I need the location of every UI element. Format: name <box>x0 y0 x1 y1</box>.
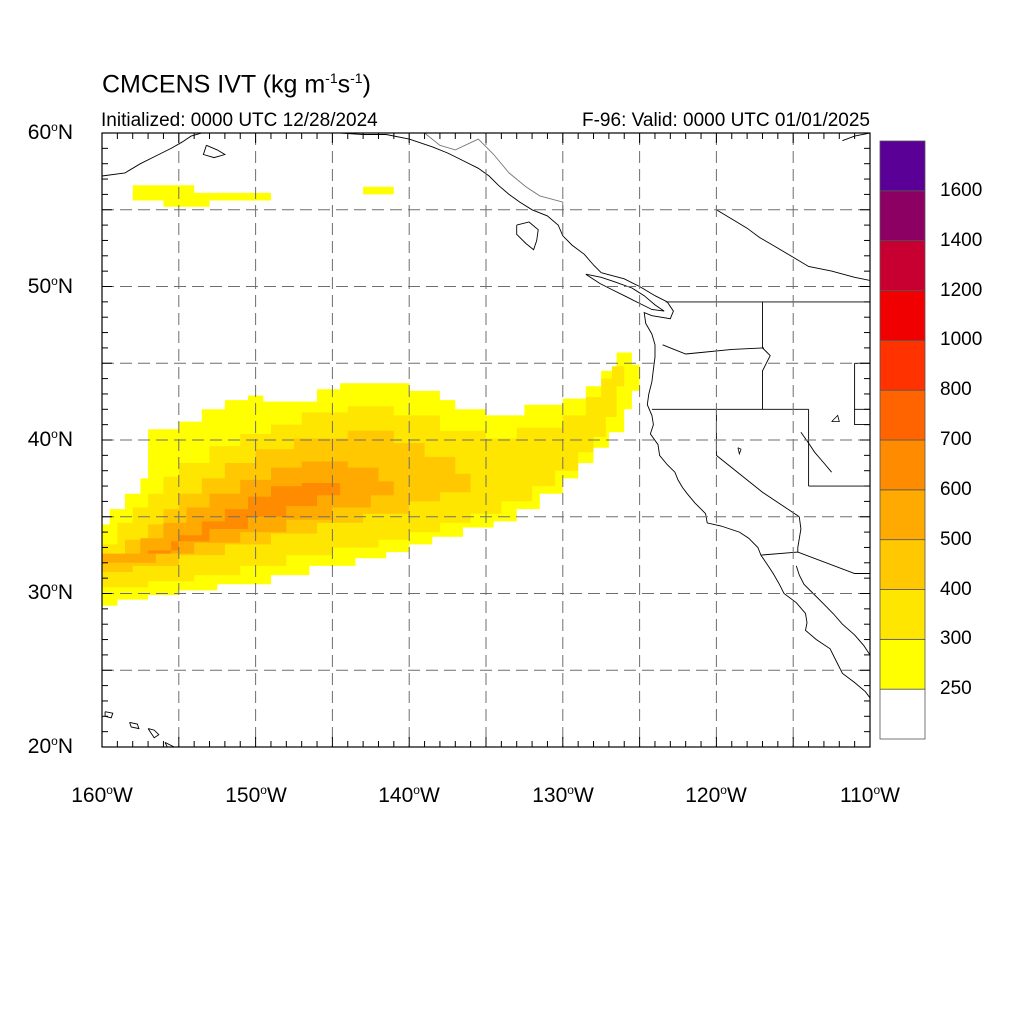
border-4 <box>662 344 765 355</box>
coastline-2 <box>286 133 602 274</box>
valid-time-subtitle: F-96: Valid: 0000 UTC 01/01/2025 <box>582 110 870 131</box>
border-12 <box>854 363 870 410</box>
colorbar-box-500 <box>879 489 926 541</box>
coastline-4 <box>585 273 665 312</box>
graticule-layer <box>102 133 870 747</box>
colorbar-box-600 <box>879 439 926 491</box>
lon-label-120w: 120oW <box>685 783 747 807</box>
ivt-plume-600-6 <box>148 483 341 554</box>
border-3 <box>762 301 771 410</box>
lat-label-30: 30oN <box>27 580 73 604</box>
coastline-13 <box>164 741 175 747</box>
border-13 <box>854 409 870 426</box>
colorbar-box-400 <box>879 539 926 590</box>
colorbar-label-500: 500 <box>940 528 972 550</box>
border-10 <box>760 551 870 574</box>
coastline-9 <box>800 432 832 473</box>
colorbar-label-400: 400 <box>940 578 972 600</box>
colorbar-box-700 <box>879 389 926 441</box>
coastline-6 <box>795 565 870 656</box>
lat-label-40: 40oN <box>27 427 73 451</box>
border-6 <box>715 409 800 518</box>
colorbar-box-1600 <box>879 140 926 192</box>
border-9 <box>797 516 802 553</box>
map-frame <box>101 132 871 748</box>
coastline-layer <box>102 133 870 747</box>
colorbar <box>879 140 926 740</box>
coastline-7 <box>842 133 870 142</box>
colorbar-label-800: 800 <box>940 379 972 401</box>
colorbar-box-1200 <box>879 240 926 291</box>
lat-label-20: 20oN <box>27 734 73 758</box>
colorbar-label-600: 600 <box>940 478 972 500</box>
colorbar-label-1000: 1000 <box>940 329 983 351</box>
colorbar-box-below <box>879 688 926 740</box>
border-layer <box>393 133 870 574</box>
coastline-10 <box>104 711 114 719</box>
initialized-subtitle: Initialized: 0000 UTC 12/28/2024 <box>101 110 378 131</box>
colorbar-label-1600: 1600 <box>940 179 983 201</box>
colorbar-box-250 <box>879 638 926 690</box>
lon-label-110w: 110oW <box>840 783 900 807</box>
lon-label-150w: 150oW <box>225 783 287 807</box>
colorbar-label-1400: 1400 <box>940 229 983 251</box>
ivt-plume-250-0 <box>132 185 271 207</box>
coastline-12 <box>147 728 160 739</box>
ivt-plume-layer <box>102 185 640 606</box>
colorbar-label-250: 250 <box>940 678 972 700</box>
coastline-5 <box>601 272 870 699</box>
lat-label-60: 60oN <box>27 120 73 144</box>
colorbar-box-300 <box>879 589 926 640</box>
lake-0 <box>831 414 840 423</box>
colorbar-label-1200: 1200 <box>940 279 983 301</box>
coastline-3 <box>516 221 539 251</box>
lon-label-130w: 130oW <box>532 783 594 807</box>
lon-label-160w: 160oW <box>71 783 133 807</box>
map-title: CMCENS IVT (kg m-1s-1) <box>102 70 371 99</box>
coastline-0 <box>102 133 202 177</box>
coastline-11 <box>129 721 140 730</box>
border-1 <box>424 133 564 215</box>
colorbar-label-300: 300 <box>940 628 972 650</box>
lake-1 <box>737 447 742 456</box>
colorbar-box-1000 <box>879 290 926 341</box>
coastline-8 <box>716 209 870 281</box>
colorbar-box-1400 <box>879 190 926 242</box>
coastline-1 <box>202 144 227 159</box>
colorbar-label-700: 700 <box>940 429 972 450</box>
colorbar-box-800 <box>879 339 926 391</box>
ivt-plume-250-1 <box>363 186 394 195</box>
lat-label-50: 50oN <box>27 274 73 298</box>
lon-label-140w: 140oW <box>378 783 440 807</box>
